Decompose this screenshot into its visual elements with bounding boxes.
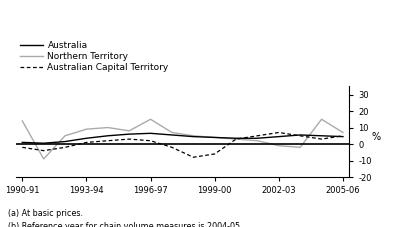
Legend: Australia, Northern Territory, Australian Capital Territory: Australia, Northern Territory, Australia… xyxy=(20,41,169,72)
Y-axis label: %: % xyxy=(372,132,381,142)
Text: (a) At basic prices.: (a) At basic prices. xyxy=(8,209,83,218)
Text: (b) Reference year for chain volume measures is 2004-05.: (b) Reference year for chain volume meas… xyxy=(8,222,243,227)
